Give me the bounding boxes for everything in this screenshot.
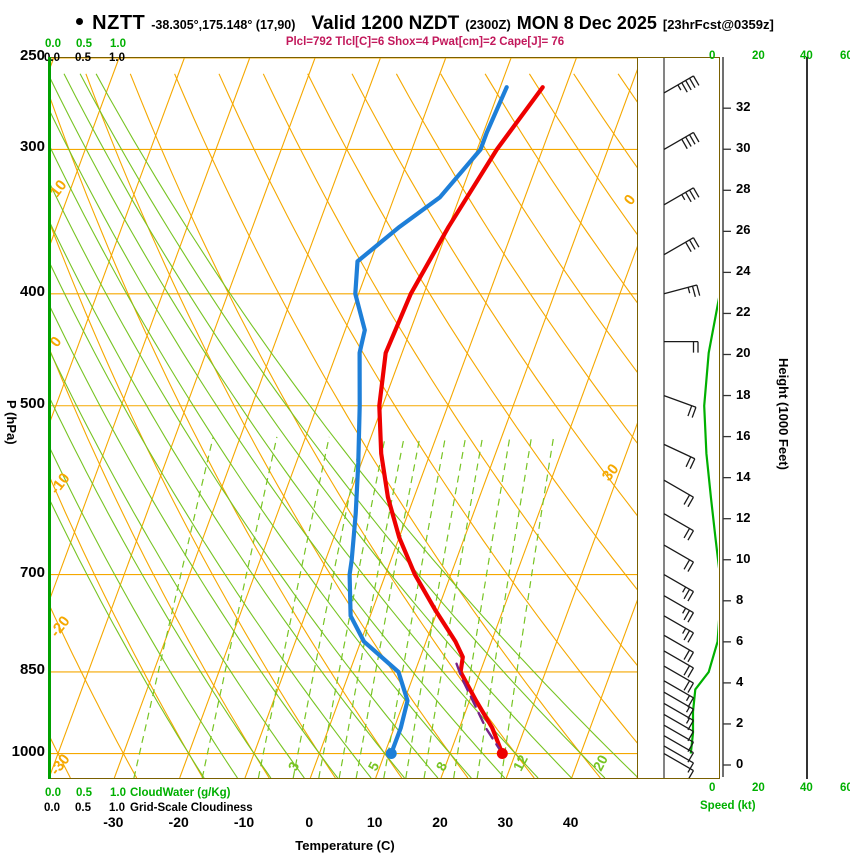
station-id: NZTT xyxy=(92,12,146,34)
temperature-tick--10: -10 xyxy=(233,814,255,830)
pressure-tick-850: 850 xyxy=(19,660,45,678)
temperature-tick-10: 10 xyxy=(366,814,383,830)
cloudiness-legend-label: Grid-Scale Cloudiness xyxy=(130,802,253,814)
height-tick-20: 20 xyxy=(736,345,751,361)
height-tick-10: 10 xyxy=(736,550,751,566)
cwtop-tick-0.0: 0.0 xyxy=(45,38,61,50)
height-tick-32: 32 xyxy=(736,99,751,115)
svg-text:12: 12 xyxy=(510,752,532,773)
height-tick-0: 0 xyxy=(736,756,744,771)
height-axis-title: Height (1000 Feet) xyxy=(776,358,791,470)
temperature-tick-40: 40 xyxy=(562,814,579,830)
speed-axis-line xyxy=(806,57,808,779)
speedtop-tick-40: 40 xyxy=(800,50,813,62)
station-dot xyxy=(76,18,84,25)
cwtop-tick-1.0: 1.0 xyxy=(110,38,126,50)
cloudwater-legend-label: CloudWater (g/Kg) xyxy=(130,787,231,799)
wind-barb-svg xyxy=(663,58,718,778)
temperature-tick-0: 0 xyxy=(305,814,314,830)
cctop-tick-0.5: 0.5 xyxy=(75,52,91,64)
height-tick-4: 4 xyxy=(736,673,744,689)
cctop-tick-0.0: 0.0 xyxy=(44,52,60,64)
speed-axis-title: Speed (kt) xyxy=(700,800,756,812)
pressure-axis-title: P (hPa) xyxy=(4,400,19,445)
temperature-tick--30: -30 xyxy=(103,814,124,830)
ccbot-tick-0.5: 0.5 xyxy=(75,802,91,814)
pressure-tick-250: 250 xyxy=(19,47,45,64)
height-axis-svg xyxy=(722,57,731,777)
svg-text:0: 0 xyxy=(621,191,637,208)
height-tick-6: 6 xyxy=(736,632,744,648)
height-tick-18: 18 xyxy=(736,386,751,402)
svg-text:5: 5 xyxy=(365,759,383,774)
speedbot-tick-60: 60 xyxy=(840,782,850,794)
temperature-tick-20: 20 xyxy=(432,814,448,830)
height-tick-12: 12 xyxy=(736,509,751,525)
station-coordinates: -38.305°,175.148° (17,90) xyxy=(151,18,296,32)
height-tick-2: 2 xyxy=(736,714,744,730)
temperature-tick-30: 30 xyxy=(497,814,514,830)
cctop-tick-1.0: 1.0 xyxy=(109,52,125,64)
speedbot-tick-40: 40 xyxy=(800,782,813,794)
header: NZTT -38.305°,175.148° (17,90) Valid 120… xyxy=(0,12,850,38)
height-tick-8: 8 xyxy=(736,591,744,607)
height-tick-30: 30 xyxy=(736,140,751,156)
temperature-tick--20: -20 xyxy=(168,814,189,830)
svg-text:0: 0 xyxy=(49,333,65,350)
valid-date-label: MON 8 Dec 2025 xyxy=(516,13,657,33)
pressure-tick-400: 400 xyxy=(19,282,45,300)
pressure-tick-300: 300 xyxy=(19,138,45,156)
temperature-axis-title: Temperature (C) xyxy=(295,838,395,853)
height-tick-14: 14 xyxy=(736,468,751,484)
svg-text:30: 30 xyxy=(599,461,623,485)
pressure-tick-500: 500 xyxy=(19,394,45,412)
height-tick-16: 16 xyxy=(736,427,751,443)
svg-text:-20: -20 xyxy=(49,613,74,641)
ccbot-tick-1.0: 1.0 xyxy=(109,802,125,814)
svg-text:-10: -10 xyxy=(49,470,74,498)
height-tick-22: 22 xyxy=(736,304,751,320)
speedtop-tick-0: 0 xyxy=(709,50,716,62)
pressure-tick-700: 700 xyxy=(19,563,45,581)
sounding-parameters: Plcl=792 Tlcl[C]=6 Shox=4 Pwat[cm]=2 Cap… xyxy=(285,36,565,48)
height-tick-28: 28 xyxy=(736,181,751,197)
speedtop-tick-20: 20 xyxy=(752,50,765,62)
wind-barb-panel xyxy=(638,57,720,779)
valid-utc-label: (2300Z) xyxy=(465,17,511,32)
cwbot-tick-0.5: 0.5 xyxy=(76,787,92,799)
cloudwater-axis-line xyxy=(48,57,51,779)
cwbot-tick-1.0: 1.0 xyxy=(110,787,126,799)
speedtop-tick-60: 60 xyxy=(840,50,850,62)
speedbot-tick-0: 0 xyxy=(709,782,716,794)
svg-text:20: 20 xyxy=(590,752,612,773)
height-axis-panel xyxy=(720,57,820,779)
cwbot-tick-0.0: 0.0 xyxy=(45,787,61,799)
height-tick-24: 24 xyxy=(736,263,751,279)
svg-text:-30: -30 xyxy=(49,751,74,778)
forecast-tag: [23hrFcst@0359z] xyxy=(662,17,774,32)
valid-time-label: Valid 1200 NZDT xyxy=(311,13,460,34)
cwtop-tick-0.5: 0.5 xyxy=(76,38,92,50)
speedbot-tick-20: 20 xyxy=(752,782,765,794)
ccbot-tick-0.0: 0.0 xyxy=(44,802,60,814)
height-tick-26: 26 xyxy=(736,222,751,238)
svg-text:3: 3 xyxy=(285,759,303,774)
pressure-tick-1000: 1000 xyxy=(11,742,45,760)
